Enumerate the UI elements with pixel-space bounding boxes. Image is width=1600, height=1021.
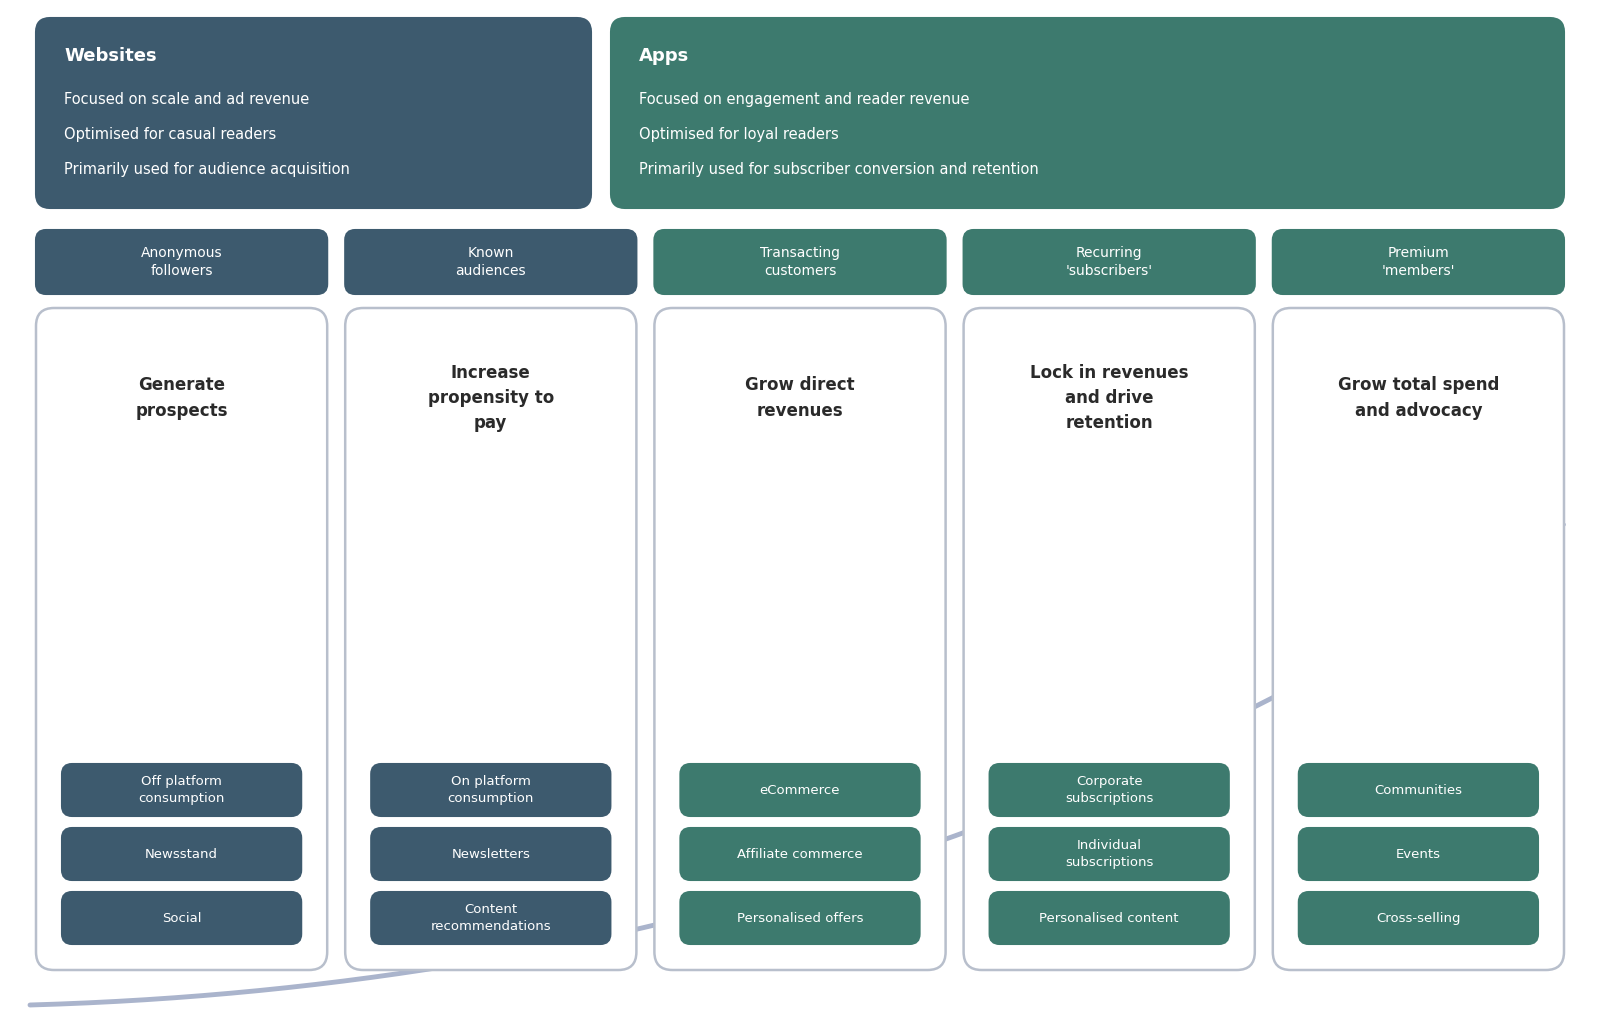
Text: Individual
subscriptions: Individual subscriptions [1066, 839, 1154, 869]
FancyBboxPatch shape [371, 828, 611, 880]
Text: Social: Social [162, 912, 202, 924]
Text: Newsstand: Newsstand [146, 847, 218, 861]
Text: Personalised offers: Personalised offers [736, 912, 864, 924]
FancyBboxPatch shape [680, 764, 920, 816]
FancyBboxPatch shape [62, 764, 301, 816]
Text: Corporate
subscriptions: Corporate subscriptions [1066, 775, 1154, 805]
Text: Primarily used for audience acquisition: Primarily used for audience acquisition [64, 162, 350, 178]
FancyBboxPatch shape [1274, 308, 1565, 970]
FancyBboxPatch shape [1299, 892, 1538, 944]
FancyBboxPatch shape [35, 18, 590, 208]
FancyBboxPatch shape [654, 308, 946, 970]
Text: Events: Events [1395, 847, 1442, 861]
Text: Focused on engagement and reader revenue: Focused on engagement and reader revenue [638, 93, 970, 107]
FancyBboxPatch shape [1299, 764, 1538, 816]
Text: Apps: Apps [638, 47, 690, 65]
FancyBboxPatch shape [346, 308, 637, 970]
FancyBboxPatch shape [611, 18, 1565, 208]
Text: Optimised for casual readers: Optimised for casual readers [64, 128, 277, 143]
FancyBboxPatch shape [35, 230, 326, 294]
Text: Content
recommendations: Content recommendations [430, 903, 550, 933]
FancyBboxPatch shape [989, 892, 1229, 944]
Text: Newsletters: Newsletters [451, 847, 530, 861]
Text: Generate
prospects: Generate prospects [136, 377, 227, 420]
FancyBboxPatch shape [680, 828, 920, 880]
Text: Premium
'members': Premium 'members' [1382, 246, 1454, 278]
FancyBboxPatch shape [371, 892, 611, 944]
FancyBboxPatch shape [654, 230, 946, 294]
Text: Focused on scale and ad revenue: Focused on scale and ad revenue [64, 93, 309, 107]
Text: Optimised for loyal readers: Optimised for loyal readers [638, 128, 838, 143]
Text: Recurring
'subscribers': Recurring 'subscribers' [1066, 246, 1152, 278]
Text: Communities: Communities [1374, 783, 1462, 796]
Text: Affiliate commerce: Affiliate commerce [738, 847, 862, 861]
FancyBboxPatch shape [963, 308, 1254, 970]
Text: Grow direct
revenues: Grow direct revenues [746, 377, 854, 420]
FancyBboxPatch shape [35, 308, 326, 970]
Text: Websites: Websites [64, 47, 157, 65]
FancyBboxPatch shape [989, 764, 1229, 816]
Text: Known
audiences: Known audiences [456, 246, 526, 278]
FancyBboxPatch shape [963, 230, 1254, 294]
FancyBboxPatch shape [346, 230, 637, 294]
Text: Grow total spend
and advocacy: Grow total spend and advocacy [1338, 377, 1499, 420]
FancyBboxPatch shape [1274, 230, 1565, 294]
Text: Increase
propensity to
pay: Increase propensity to pay [427, 364, 554, 432]
Text: Off platform
consumption: Off platform consumption [139, 775, 224, 805]
Text: Transacting
customers: Transacting customers [760, 246, 840, 278]
FancyBboxPatch shape [62, 892, 301, 944]
Text: Anonymous
followers: Anonymous followers [141, 246, 222, 278]
Text: Primarily used for subscriber conversion and retention: Primarily used for subscriber conversion… [638, 162, 1038, 178]
FancyBboxPatch shape [1299, 828, 1538, 880]
Text: On platform
consumption: On platform consumption [448, 775, 534, 805]
Text: eCommerce: eCommerce [760, 783, 840, 796]
Text: Personalised content: Personalised content [1040, 912, 1179, 924]
Text: Lock in revenues
and drive
retention: Lock in revenues and drive retention [1030, 364, 1189, 432]
FancyBboxPatch shape [989, 828, 1229, 880]
FancyBboxPatch shape [680, 892, 920, 944]
FancyBboxPatch shape [371, 764, 611, 816]
FancyBboxPatch shape [62, 828, 301, 880]
Text: Cross-selling: Cross-selling [1376, 912, 1461, 924]
